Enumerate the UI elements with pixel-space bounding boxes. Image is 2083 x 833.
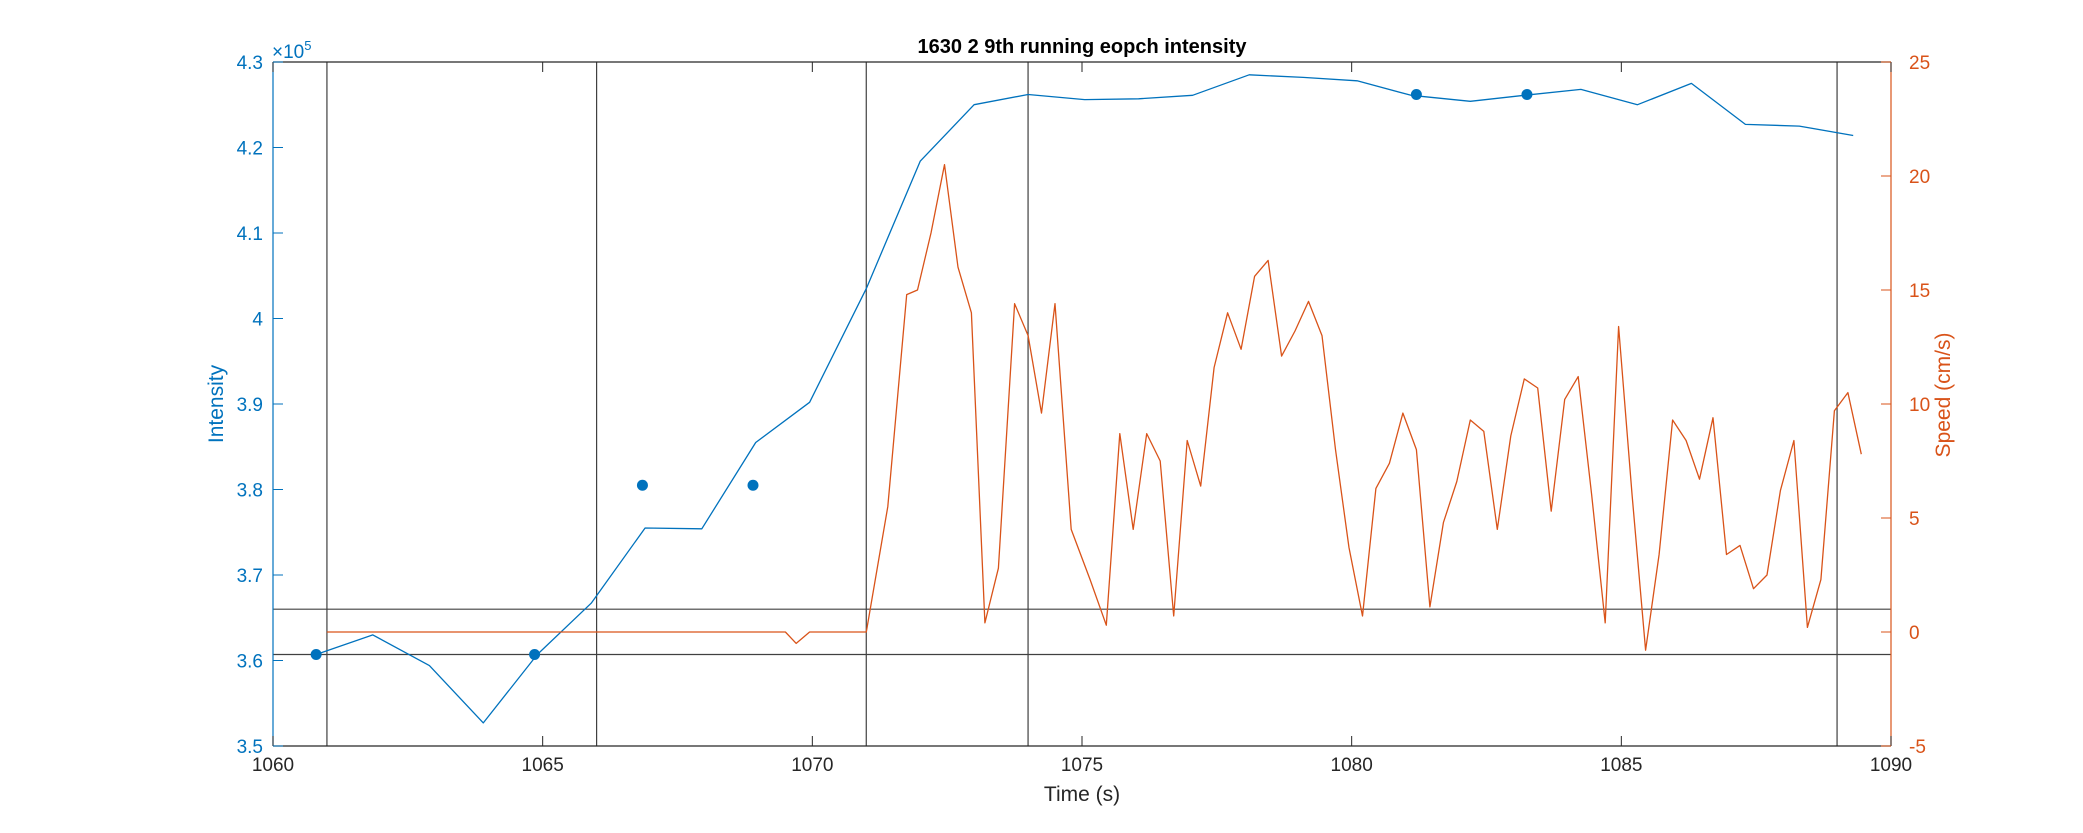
y-axis-left-exponent: ×105: [272, 38, 311, 63]
y-left-tick-label: 3.5: [237, 737, 263, 758]
x-tick-label: 1090: [1870, 755, 1912, 776]
marker-point: [310, 649, 322, 661]
y-right-tick-label: 25: [1909, 53, 1930, 74]
speed-line: [326, 163, 1862, 651]
axes: [272, 61, 1892, 747]
y-left-tick-label: 3.8: [237, 481, 263, 502]
x-tick-label: 1070: [791, 755, 833, 776]
y-axis-left-label: Intensity: [205, 364, 228, 443]
marker-point: [1521, 88, 1533, 100]
y-right-tick-label: 20: [1909, 167, 1930, 188]
marker-point: [747, 479, 759, 491]
x-tick-label: 1075: [1061, 755, 1103, 776]
y-axis-right-label: Speed (cm/s): [1932, 333, 1955, 458]
x-tick-label: 1080: [1331, 755, 1373, 776]
exponent-base: ×10: [272, 42, 304, 63]
exponent-power: 5: [304, 38, 311, 53]
y-right-tick-label: 10: [1909, 395, 1930, 416]
intensity-line: [315, 74, 1854, 724]
marker-point: [529, 649, 541, 661]
tick-labels: 1060 1065 1070 1075 1080 1085 1090 3.5 3.6 3.7 3.8…: [237, 53, 1931, 776]
y-left-tick-label: 4.3: [237, 53, 263, 74]
x-tick-label: 1085: [1600, 755, 1642, 776]
x-tick-label: 1060: [252, 755, 294, 776]
y-right-tick-label: 5: [1909, 509, 1920, 530]
y-right-tick-label: 15: [1909, 281, 1930, 302]
series-layer: [315, 74, 1862, 724]
marker-layer: [310, 88, 1533, 661]
y-left-tick-label: 3.6: [237, 652, 263, 673]
reference-lines: [273, 62, 1891, 746]
x-axis-label: Time (s): [1044, 783, 1120, 806]
y-right-tick-label: -5: [1909, 737, 1926, 758]
marker-point: [1410, 88, 1422, 100]
chart-title: 1630 2 9th running eopch intensity: [918, 36, 1248, 58]
y-left-tick-label: 4.1: [237, 224, 263, 245]
y-left-tick-label: 3.9: [237, 395, 263, 416]
x-tick-label: 1065: [522, 755, 564, 776]
y-left-tick-label: 4: [252, 310, 263, 331]
y-left-tick-label: 3.7: [237, 566, 263, 587]
y-left-tick-label: 4.2: [237, 139, 263, 160]
y-right-tick-label: 0: [1909, 623, 1920, 644]
marker-point: [636, 479, 648, 491]
